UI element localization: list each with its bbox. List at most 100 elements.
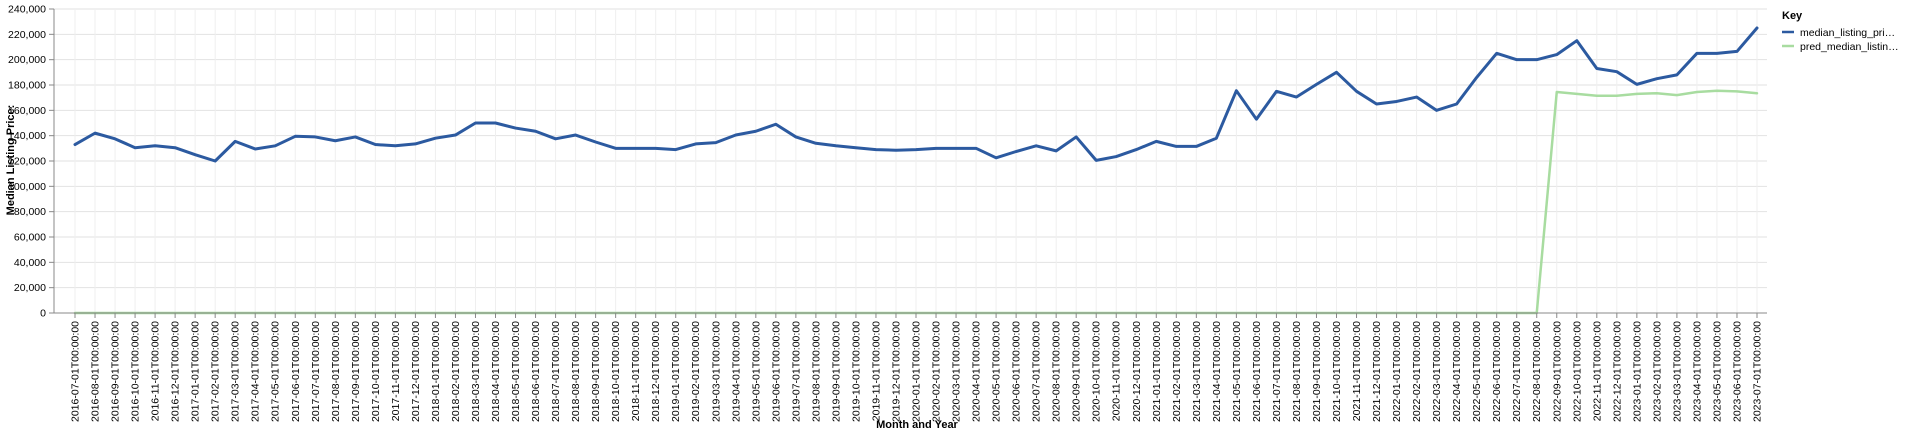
data-point [1295, 96, 1298, 98]
data-point [1696, 91, 1698, 93]
x-tick-label: 2022-01-01T00:00:00 [1391, 321, 1403, 422]
data-point [995, 157, 997, 159]
legend-label-1: median_listing_pri… [1800, 27, 1895, 39]
x-tick-label: 2016-09-01T00:00:00 [110, 321, 122, 422]
data-point [474, 122, 477, 124]
x-tick-label: 2021-07-01T00:00:00 [1271, 321, 1283, 422]
x-tick-label: 2021-02-01T00:00:00 [1171, 321, 1183, 422]
data-point [1575, 39, 1578, 42]
x-tick-label: 2018-11-01T00:00:00 [630, 321, 642, 421]
x-axis-ticks: 2016-07-01T00:00:00 2016-08-01T00:00:00 20… [70, 313, 1764, 422]
y-tick-label: 20,000 [14, 282, 46, 294]
x-tick-label: 2021-05-01T00:00:00 [1231, 321, 1243, 422]
data-point [1075, 136, 1077, 138]
data-point [1475, 76, 1478, 79]
data-point [1596, 94, 1598, 97]
x-tick-label: 2016-07-01T00:00:00 [70, 321, 82, 422]
x-tick-label: 2018-07-01T00:00:00 [550, 321, 562, 422]
x-tick-label: 2019-07-01T00:00:00 [790, 321, 802, 422]
data-point [1616, 94, 1618, 97]
data-point [1756, 92, 1758, 95]
x-tick-label: 2022-10-01T00:00:00 [1571, 321, 1583, 422]
data-point [1676, 74, 1678, 76]
x-tick-label: 2020-06-01T00:00:00 [1011, 321, 1023, 422]
x-tick-label: 2023-07-01T00:00:00 [1752, 321, 1764, 422]
data-point [634, 147, 637, 150]
x-tick-label: 2023-04-01T00:00:00 [1691, 321, 1703, 422]
data-point [1596, 67, 1598, 70]
x-tick-label: 2018-05-01T00:00:00 [510, 321, 522, 422]
data-point [1435, 109, 1438, 112]
x-tick-label: 2022-08-01T00:00:00 [1531, 321, 1543, 422]
data-point [574, 134, 577, 136]
data-point [554, 138, 557, 140]
x-tick-label: 2017-10-01T00:00:00 [370, 321, 382, 422]
x-tick-label: 2016-11-01T00:00:00 [150, 321, 162, 421]
x-tick-label: 2019-02-01T00:00:00 [690, 321, 702, 422]
x-tick-label: 2019-05-01T00:00:00 [750, 321, 762, 422]
data-point [694, 143, 697, 145]
data-point [1696, 52, 1698, 55]
data-point [254, 148, 257, 150]
data-point [314, 136, 317, 138]
data-point [494, 122, 497, 124]
legend-label-2: pred_median_listin… [1800, 41, 1899, 53]
x-tick-label: 2019-09-01T00:00:00 [830, 321, 842, 422]
x-tick-label: 2018-09-01T00:00:00 [590, 321, 602, 422]
x-tick-label: 2020-04-01T00:00:00 [971, 321, 983, 422]
legend-items: median_listing_pri… pred_median_listin… [1782, 27, 1899, 53]
data-point [454, 134, 457, 136]
data-point [1575, 93, 1578, 95]
x-tick-label: 2018-10-01T00:00:00 [610, 321, 622, 422]
x-tick-label: 2017-03-01T00:00:00 [230, 321, 242, 422]
data-point [1616, 70, 1618, 73]
data-point [1756, 27, 1758, 29]
data-point [614, 147, 617, 150]
x-tick-label: 2021-10-01T00:00:00 [1331, 321, 1343, 422]
x-axis-title: Month and Year [876, 419, 958, 431]
x-tick-label: 2017-05-01T00:00:00 [270, 321, 282, 422]
x-tick-label: 2018-08-01T00:00:00 [570, 321, 582, 422]
data-point [1275, 90, 1278, 93]
x-tick-label: 2021-03-01T00:00:00 [1191, 321, 1203, 422]
x-tick-label: 2016-10-01T00:00:00 [130, 321, 142, 422]
y-tick-label: 140,000 [8, 130, 46, 142]
data-point [414, 143, 417, 145]
x-tick-label: 2020-12-01T00:00:00 [1131, 321, 1143, 422]
x-tick-label: 2018-02-01T00:00:00 [450, 321, 462, 422]
data-point [1375, 103, 1378, 105]
data-point [855, 146, 857, 149]
data-point [1155, 140, 1158, 143]
x-tick-label: 2017-01-01T00:00:00 [190, 321, 202, 422]
x-tick-label: 2019-12-01T00:00:00 [890, 321, 902, 422]
data-point [354, 136, 357, 138]
data-point [1495, 52, 1498, 55]
x-tick-label: 2017-09-01T00:00:00 [350, 321, 362, 422]
x-tick-label: 2020-02-01T00:00:00 [931, 321, 943, 422]
x-tick-label: 2020-05-01T00:00:00 [991, 321, 1003, 422]
x-tick-label: 2017-04-01T00:00:00 [250, 321, 262, 422]
gridlines [54, 8, 1767, 314]
data-point [815, 142, 817, 145]
x-tick-label: 2021-08-01T00:00:00 [1291, 321, 1303, 422]
data-point [895, 149, 897, 152]
data-point [654, 147, 657, 150]
data-point [1716, 89, 1718, 92]
x-tick-label: 2022-04-01T00:00:00 [1451, 321, 1463, 422]
x-tick-label: 2020-11-01T00:00:00 [1111, 321, 1123, 421]
data-point [775, 123, 777, 126]
x-tick-label: 2020-01-01T00:00:00 [911, 321, 923, 422]
x-tick-label: 2023-03-01T00:00:00 [1671, 321, 1683, 422]
data-point [975, 147, 977, 150]
x-tick-label: 2019-06-01T00:00:00 [770, 321, 782, 422]
x-tick-label: 2021-09-01T00:00:00 [1311, 321, 1323, 422]
data-point [134, 146, 136, 149]
data-point [935, 147, 937, 150]
data-point [334, 139, 337, 142]
data-point [1055, 150, 1057, 152]
x-tick-label: 2021-04-01T00:00:00 [1211, 321, 1223, 422]
y-tick-label: 220,000 [8, 29, 46, 41]
y-tick-label: 80,000 [14, 206, 46, 218]
y-axis-title: Median Listing Price: [5, 105, 17, 216]
x-tick-label: 2020-10-01T00:00:00 [1091, 321, 1103, 422]
